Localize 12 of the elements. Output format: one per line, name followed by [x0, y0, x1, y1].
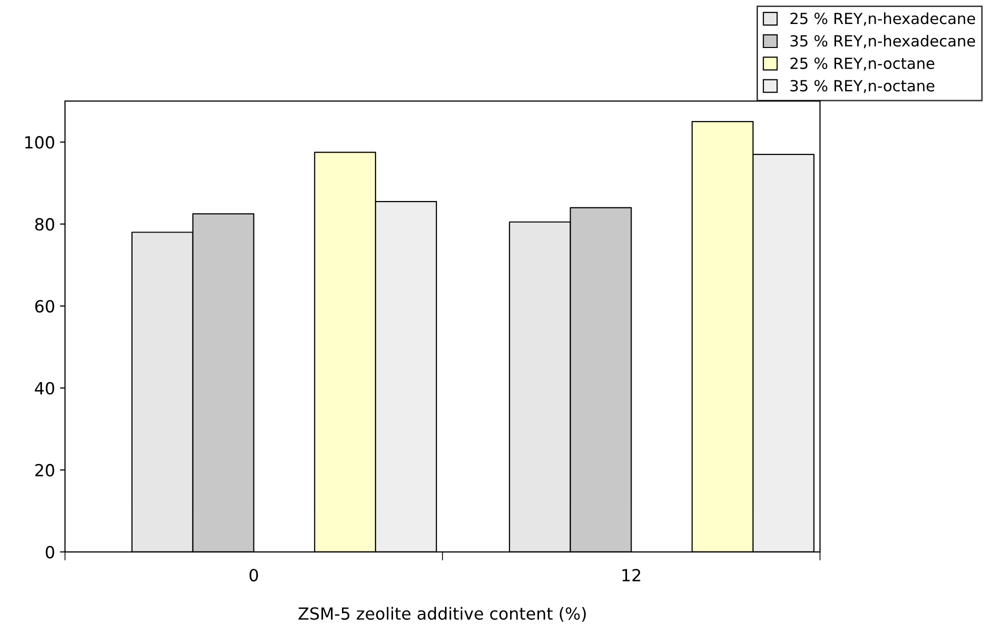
y-tick-label: 40 — [34, 382, 54, 395]
y-tick-label: 80 — [35, 218, 54, 231]
y-tick-label: 100 — [25, 136, 54, 149]
y-tick-label: 0 — [46, 546, 54, 558]
legend-label: 25 % REY,n-octane — [790, 58, 934, 71]
y-tick-label: 60 — [35, 300, 54, 313]
x-axis-title: ZSM-5 zeolite additive content (%) — [298, 606, 586, 622]
y-tick-label: 20 — [35, 464, 54, 477]
x-tick-label: 12 — [622, 568, 640, 582]
legend-label: 25 % REY,n-hexadecane — [790, 12, 976, 26]
legend-label: 35 % REY,n-hexadecane — [790, 34, 976, 48]
legend-label: 35 % REY,n-octane — [790, 80, 934, 94]
